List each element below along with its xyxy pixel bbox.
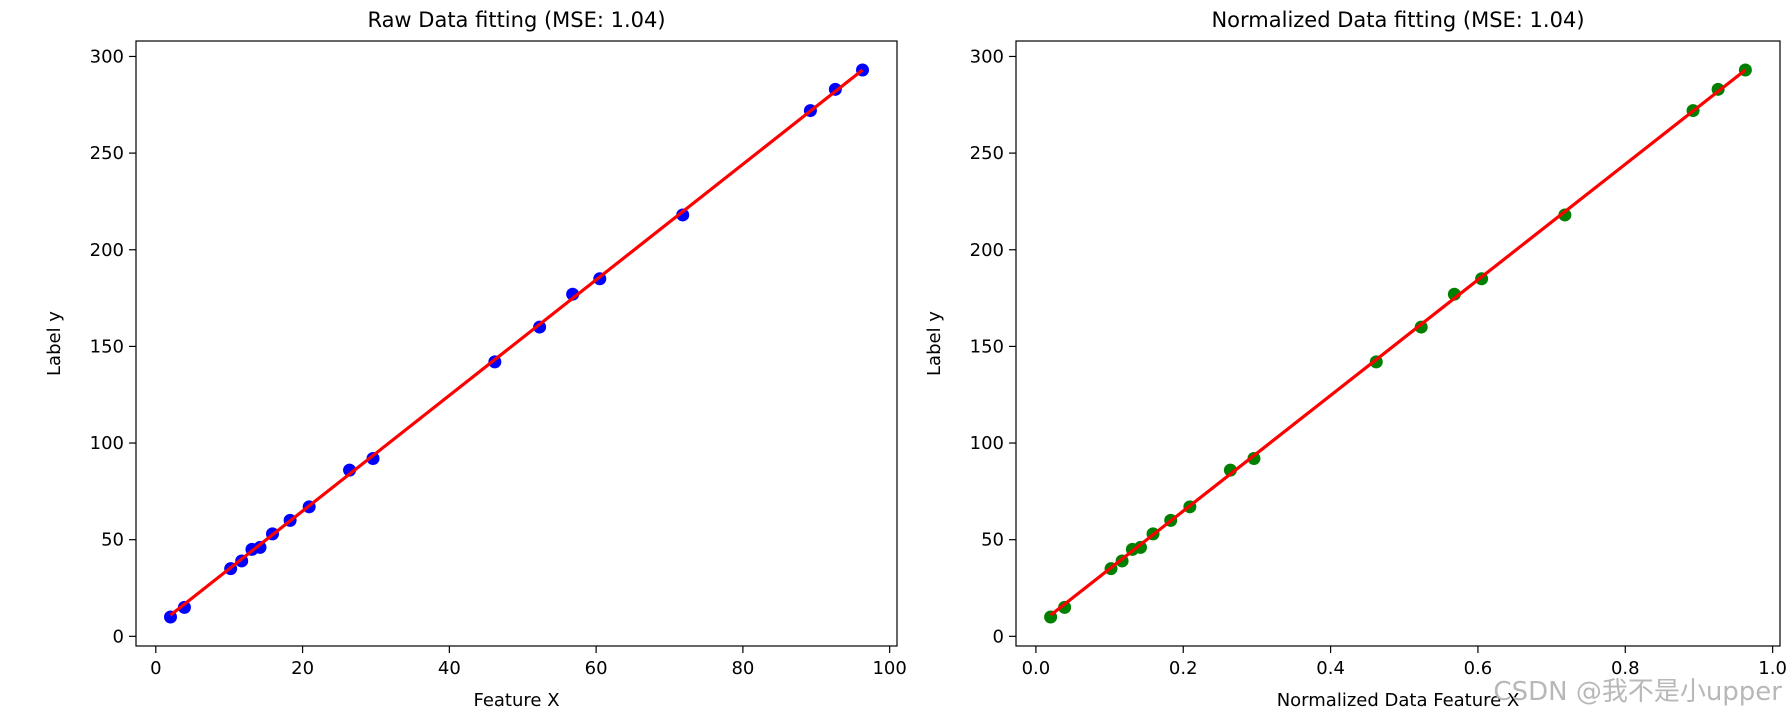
data-point xyxy=(1247,452,1261,466)
x-tick-label: 40 xyxy=(438,658,461,679)
y-tick-label: 150 xyxy=(90,336,124,357)
x-tick-label: 100 xyxy=(872,658,906,679)
x-tick-label: 1.0 xyxy=(1758,658,1786,679)
y-axis-label: Label y xyxy=(44,311,65,376)
x-tick-label: 0.8 xyxy=(1611,658,1640,679)
x-tick-label: 0.0 xyxy=(1022,658,1051,679)
watermark: CSDN @我不是小upper xyxy=(1493,677,1782,707)
x-tick-label: 20 xyxy=(291,658,314,679)
data-point xyxy=(366,452,380,466)
data-point xyxy=(177,600,191,614)
y-tick-label: 250 xyxy=(970,143,1004,164)
x-axis-label: Normalized Data Feature X xyxy=(1277,690,1520,711)
x-axis-label: Feature X xyxy=(473,690,559,711)
y-tick-label: 50 xyxy=(981,530,1004,551)
y-tick-label: 150 xyxy=(970,336,1004,357)
data-point xyxy=(253,540,267,554)
y-tick-label: 250 xyxy=(90,143,124,164)
data-point xyxy=(1134,540,1148,554)
x-tick-label: 60 xyxy=(585,658,608,679)
chart-title: Raw Data fitting (MSE: 1.04) xyxy=(367,8,665,32)
plot-frame xyxy=(135,40,898,647)
y-axis-label: Label y xyxy=(924,311,945,376)
data-point xyxy=(1558,208,1572,222)
y-tick-label: 300 xyxy=(90,46,124,67)
x-tick-label: 0.4 xyxy=(1316,658,1345,679)
y-tick-label: 200 xyxy=(970,240,1004,261)
fit-line xyxy=(169,68,864,617)
y-tick-label: 100 xyxy=(90,433,124,454)
x-tick-label: 0.6 xyxy=(1464,658,1493,679)
y-tick-label: 100 xyxy=(970,433,1004,454)
y-tick-label: 200 xyxy=(90,240,124,261)
y-tick-label: 50 xyxy=(101,530,124,551)
plot-frame xyxy=(1015,40,1781,647)
normalized-data-chart: 0.0 0.2 0.4 0.6 0.8 1.0 0 50 100 150 200 250 300 Norm… xyxy=(924,8,1786,711)
x-tick-label: 0.2 xyxy=(1169,658,1198,679)
data-point xyxy=(676,208,690,222)
y-tick-label: 0 xyxy=(113,626,124,647)
fit-line xyxy=(1049,68,1747,617)
raw-data-chart: 0 20 40 60 80 100 0 50 100 150 200 250 300 Raw Data f… xyxy=(44,8,907,711)
x-tick-label: 80 xyxy=(731,658,754,679)
y-tick-label: 300 xyxy=(970,46,1004,67)
data-point xyxy=(533,320,547,334)
data-point xyxy=(1414,320,1428,334)
y-tick-label: 0 xyxy=(993,626,1004,647)
data-point xyxy=(1058,600,1072,614)
x-tick-label: 0 xyxy=(150,658,161,679)
chart-title: Normalized Data fitting (MSE: 1.04) xyxy=(1211,8,1584,32)
